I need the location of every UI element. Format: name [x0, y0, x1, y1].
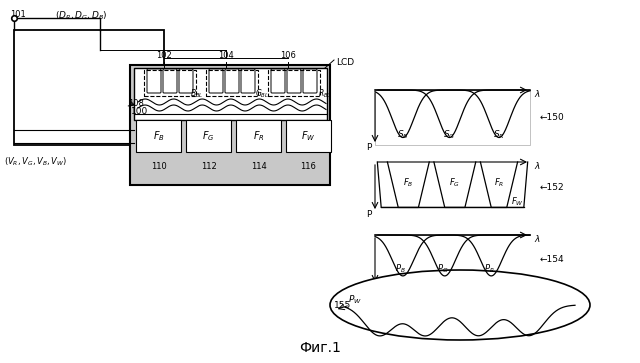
Text: 110: 110 [150, 162, 166, 171]
Bar [14, 30, 164, 145]
Text: $B_{BL}$: $B_{BL}$ [190, 87, 204, 99]
Text: $F_R$: $F_R$ [494, 176, 504, 189]
Text: 155: 155 [334, 301, 351, 310]
Text: $\lambda$: $\lambda$ [534, 160, 541, 171]
FancyBboxPatch shape [179, 69, 193, 93]
Bar [268, 70, 320, 96]
FancyBboxPatch shape [225, 69, 239, 93]
Text: $F_B$: $F_B$ [152, 129, 164, 143]
Text: ←152: ←152 [540, 183, 564, 192]
Text: $(V_R,V_G,V_B,V_W)$: $(V_R,V_G,V_B,V_W)$ [4, 155, 67, 167]
Text: 112: 112 [200, 162, 216, 171]
Ellipse shape [330, 270, 590, 340]
Text: $F_B$: $F_B$ [403, 176, 413, 189]
Text: 114: 114 [251, 162, 266, 171]
Text: ←154: ←154 [540, 256, 564, 265]
FancyBboxPatch shape [209, 69, 223, 93]
Text: $F_R$: $F_R$ [253, 129, 264, 143]
Text: $F_G$: $F_G$ [202, 129, 215, 143]
Text: P: P [366, 210, 372, 219]
Text: LCD: LCD [336, 58, 354, 67]
Text: $G_{BL}$: $G_{BL}$ [255, 87, 269, 99]
Text: $F_G$: $F_G$ [449, 176, 460, 189]
FancyBboxPatch shape [147, 69, 161, 93]
FancyBboxPatch shape [163, 69, 177, 93]
Text: $P_W$: $P_W$ [348, 294, 362, 306]
Bar [134, 68, 327, 120]
Text: 102: 102 [156, 51, 172, 60]
Text: $S_G$: $S_G$ [444, 129, 456, 141]
Text: $(D_R, D_G, D_B)$: $(D_R, D_G, D_B)$ [55, 10, 108, 23]
Bar [375, 90, 530, 145]
Text: 108: 108 [128, 99, 144, 109]
Text: 100: 100 [131, 107, 148, 116]
Text: $\lambda$: $\lambda$ [534, 233, 541, 244]
Text: $S_R$: $S_R$ [493, 129, 505, 141]
Bar [130, 65, 330, 185]
Bar [236, 120, 281, 152]
Text: ←150: ←150 [540, 113, 564, 122]
FancyBboxPatch shape [271, 69, 285, 93]
Text: $F_W$: $F_W$ [511, 196, 524, 208]
Bar [286, 120, 331, 152]
Text: P: P [366, 283, 372, 292]
Text: $P_G$: $P_G$ [437, 262, 448, 275]
Bar [186, 120, 231, 152]
FancyBboxPatch shape [287, 69, 301, 93]
Text: $\lambda$: $\lambda$ [534, 88, 541, 99]
Text: $P_R$: $P_R$ [483, 262, 494, 275]
Bar [144, 70, 196, 96]
Text: Фиг.1: Фиг.1 [299, 341, 341, 355]
Text: $S_B$: $S_B$ [397, 129, 409, 141]
Text: $P_B$: $P_B$ [395, 262, 406, 275]
Text: P: P [366, 143, 372, 152]
Text: 106: 106 [280, 51, 296, 60]
Text: 116: 116 [301, 162, 316, 171]
Bar [206, 70, 258, 96]
Text: $F_W$: $F_W$ [301, 129, 316, 143]
Text: 104: 104 [218, 51, 234, 60]
FancyBboxPatch shape [241, 69, 255, 93]
Text: $R_{BL}$: $R_{BL}$ [318, 87, 332, 99]
Text: 101: 101 [10, 10, 26, 19]
FancyBboxPatch shape [303, 69, 317, 93]
Bar [136, 120, 181, 152]
